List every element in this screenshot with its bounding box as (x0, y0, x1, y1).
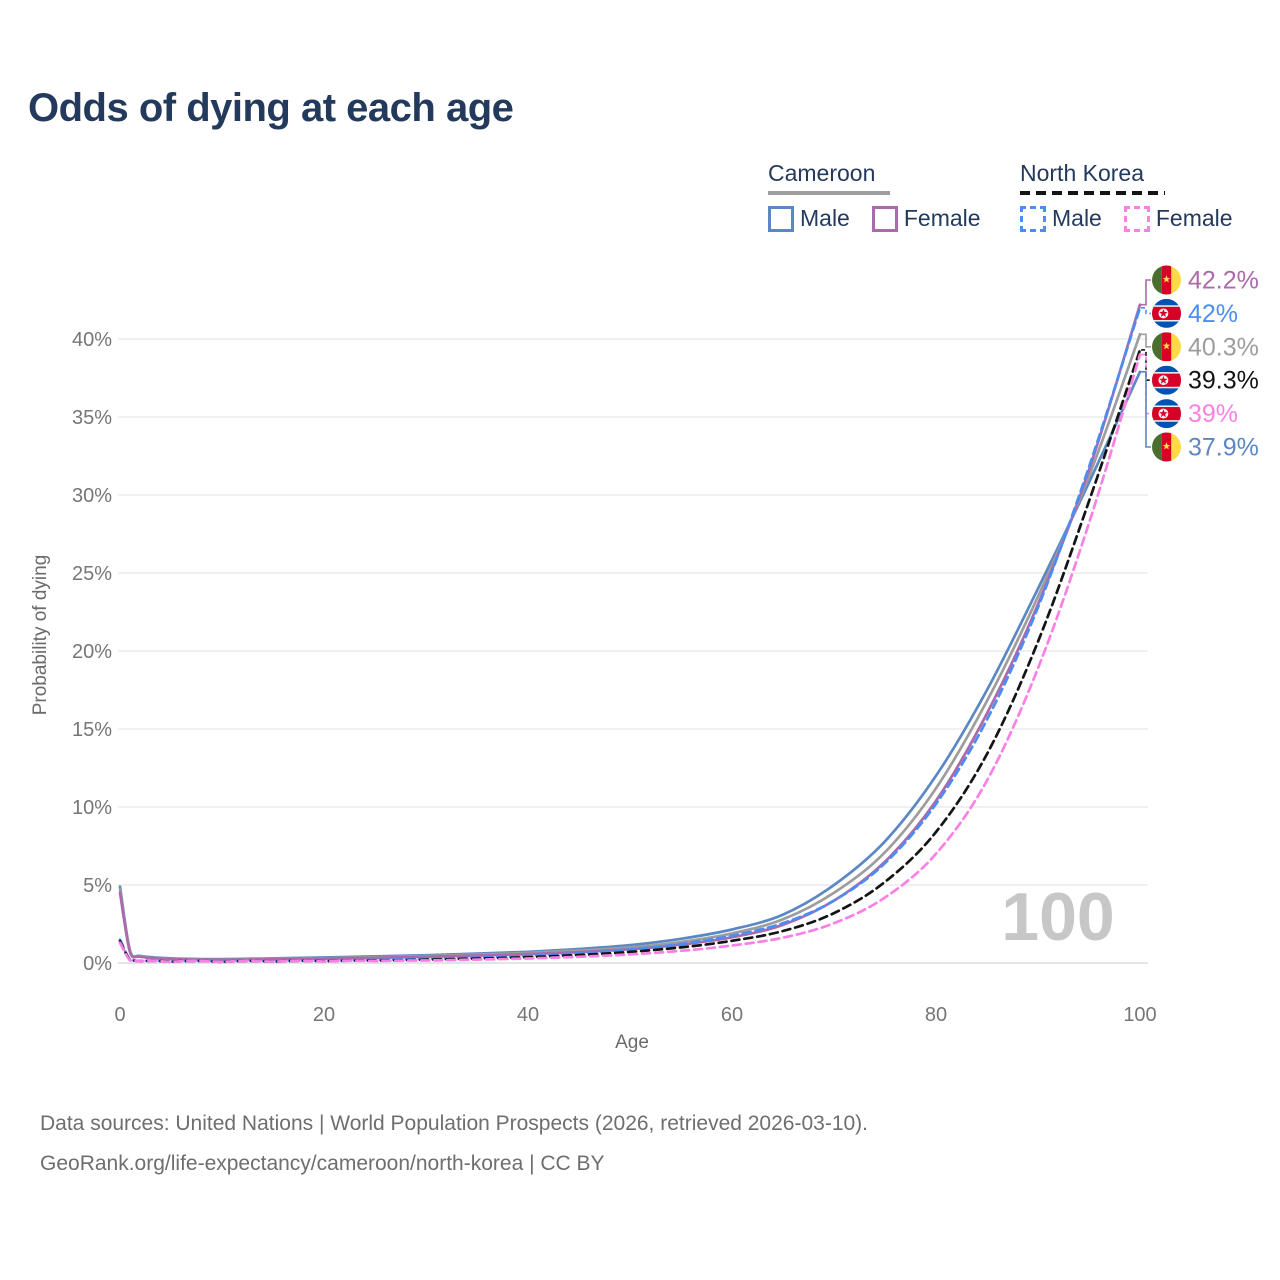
end-label-value-4: 39% (1188, 400, 1238, 428)
y-tick-label-35: 35% (72, 407, 112, 429)
x-tick-label-60: 60 (721, 1004, 743, 1026)
series-line-north-korea-male (118, 306, 1142, 964)
legend-label-north-korea-female: Female (1155, 205, 1233, 231)
end-label-leader-5 (1141, 370, 1151, 448)
end-label-flag-north-korea (1152, 399, 1181, 428)
x-tick-label-100: 100 (1123, 1004, 1156, 1026)
legend-label-cameroon-male: Male (800, 205, 850, 231)
legend-group-title-north-korea: North Korea (1020, 160, 1145, 186)
legend-swatch-cameroon-female (871, 205, 898, 232)
legend-label-north-korea-male: Male (1052, 205, 1102, 231)
y-tick-label-0: 0% (83, 953, 112, 975)
legend-item-cameroon-female[interactable]: Female (871, 205, 981, 232)
north-korea-flag-icon (1152, 366, 1181, 395)
x-tick-label-40: 40 (517, 1004, 539, 1026)
page-title: Odds of dying at each age (28, 86, 514, 130)
x-tick-label-0: 0 (114, 1004, 125, 1026)
legend-swatch-north-korea-female (1123, 205, 1150, 232)
y-tick-label-15: 15% (72, 719, 112, 741)
legend-underline-north-korea (1020, 191, 1165, 195)
x-axis-title: Age (615, 1032, 649, 1053)
end-label-value-3: 39.3% (1188, 367, 1259, 395)
legend-group-cameroon: Cameroon Male Female (768, 160, 981, 232)
plot-area[interactable] (120, 265, 1148, 965)
series-line-north-korea-female (118, 353, 1142, 964)
end-label-flag-cameroon (1152, 266, 1181, 295)
legend-item-cameroon-male[interactable]: Male (768, 205, 850, 232)
end-label-value-2: 40.3% (1188, 333, 1259, 361)
north-korea-flag-icon (1152, 299, 1181, 328)
series-line-north-korea (118, 348, 1142, 964)
cameroon-flag-icon (1152, 332, 1181, 361)
footer: Data sources: United Nations | World Pop… (40, 1104, 868, 1184)
end-label-leader-3 (1141, 349, 1151, 382)
end-label-flag-cameroon (1152, 332, 1181, 361)
end-label-leader-4 (1141, 353, 1151, 415)
cameroon-flag-icon (1152, 266, 1181, 295)
footer-attribution: GeoRank.org/life-expectancy/cameroon/nor… (40, 1152, 605, 1175)
end-label-value-0: 42.2% (1188, 267, 1259, 295)
end-label-flag-north-korea (1152, 299, 1181, 328)
x-tick-label-80: 80 (925, 1004, 947, 1026)
y-tick-label-40: 40% (72, 329, 112, 351)
legend-group-title-cameroon: Cameroon (768, 160, 876, 186)
x-tick-label-20: 20 (313, 1004, 335, 1026)
legend-item-north-korea-female[interactable]: Female (1123, 205, 1233, 232)
legend-swatch-cameroon-male (768, 205, 794, 232)
hover-age-watermark: 100 (1001, 879, 1114, 955)
legend-group-north-korea: North Korea Male Female (1020, 160, 1233, 232)
end-label-leader-0 (1141, 279, 1151, 306)
legend-underline-cameroon (768, 191, 890, 195)
footer-data-sources: Data sources: United Nations | World Pop… (40, 1112, 869, 1135)
end-label-value-5: 37.9% (1188, 434, 1259, 462)
y-tick-label-10: 10% (72, 797, 112, 819)
legend-label-cameroon-female: Female (903, 205, 981, 231)
y-tick-label-20: 20% (72, 641, 112, 663)
end-label-value-1: 42% (1188, 300, 1238, 328)
y-tick-label-25: 25% (72, 563, 112, 585)
legend-item-north-korea-male[interactable]: Male (1020, 205, 1102, 232)
cameroon-flag-icon (1152, 433, 1181, 462)
y-axis-title: Probability of dying (30, 555, 51, 716)
north-korea-flag-icon (1152, 399, 1181, 428)
end-label-flag-cameroon (1152, 433, 1181, 462)
y-tick-label-30: 30% (72, 485, 112, 507)
end-label-leader-1 (1141, 306, 1151, 315)
legend-swatch-north-korea-male (1020, 205, 1046, 232)
end-label-leader-2 (1141, 333, 1151, 348)
y-tick-label-5: 5% (83, 875, 112, 897)
end-label-flag-north-korea (1152, 366, 1181, 395)
